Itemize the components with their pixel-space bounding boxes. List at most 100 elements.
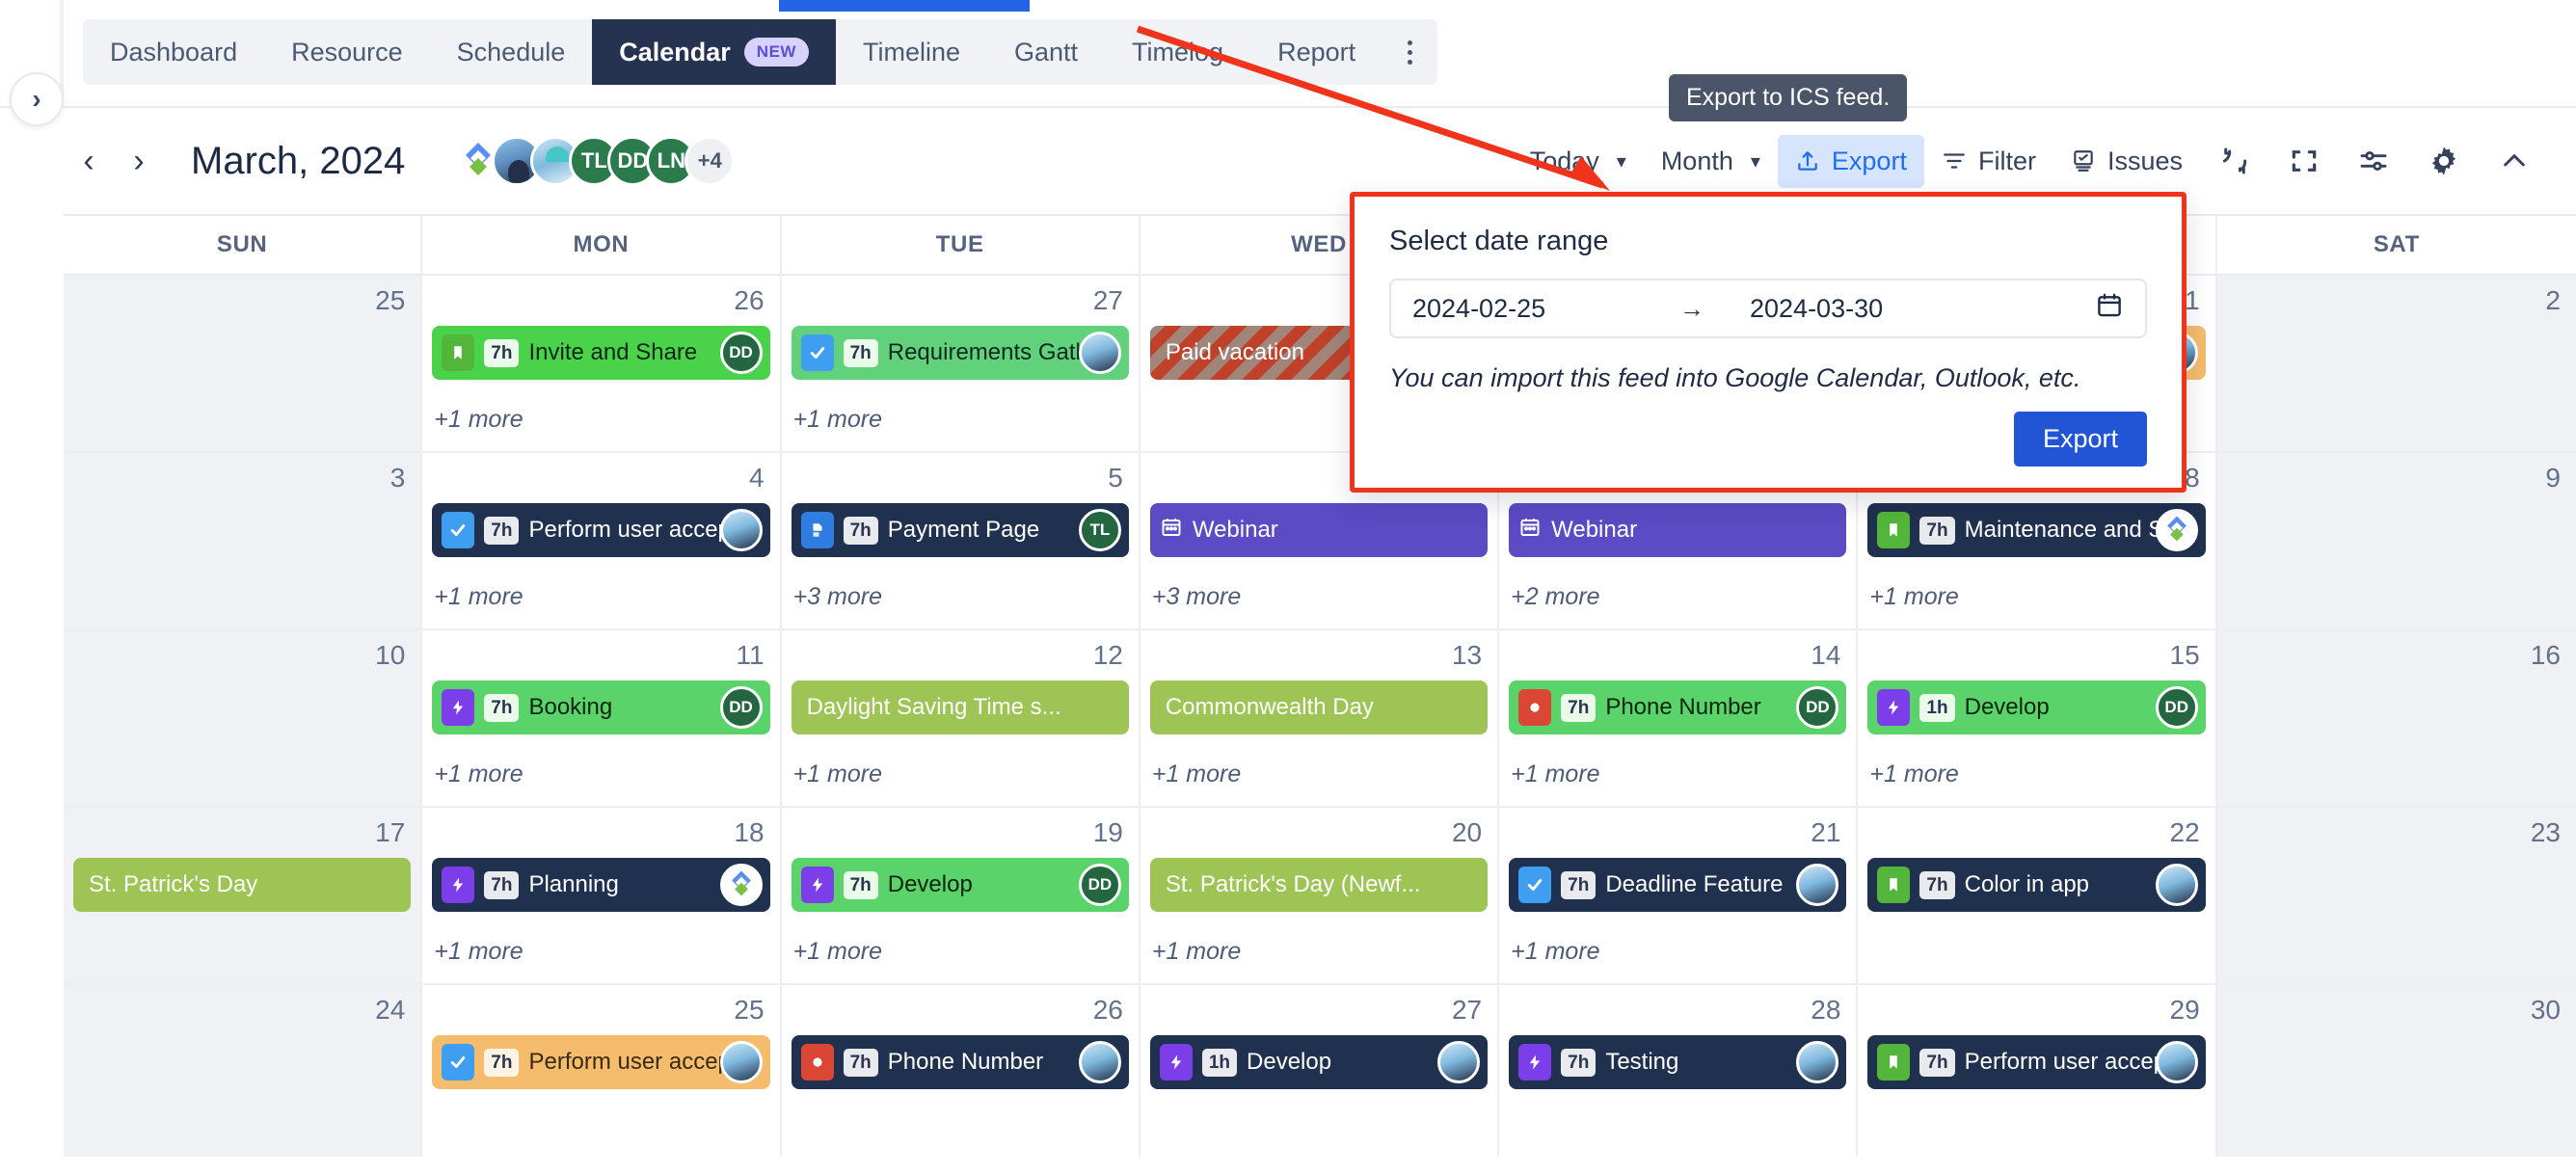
calendar-event[interactable]: 7h Invite and Share DD [432, 326, 770, 380]
day-cell-18[interactable]: 18 7h Planning +1 more [422, 808, 782, 983]
event-assignee-avatar[interactable] [2155, 1041, 2198, 1083]
next-month-button[interactable]: › [133, 142, 145, 179]
day-cell-13[interactable]: 13 Commonwealth Day +1 more [1140, 630, 1500, 806]
calendar-event[interactable]: Webinar [1149, 503, 1489, 557]
more-events-link[interactable]: +2 more [1511, 583, 1600, 610]
day-cell-22[interactable]: 22 7h Color in app [1858, 808, 2217, 983]
event-assignee-avatar[interactable]: DD [719, 332, 763, 374]
settings-sliders-icon[interactable] [2339, 134, 2408, 188]
avatar-overflow-count[interactable]: +4 [684, 136, 736, 186]
date-range-input[interactable]: 2024-02-25 → 2024-03-30 [1389, 279, 2147, 338]
avatar[interactable]: TL [569, 136, 620, 186]
calendar-event[interactable]: St. Patrick's Day [73, 858, 412, 912]
day-cell-24[interactable]: 24 [64, 985, 423, 1157]
more-events-link[interactable]: +1 more [1511, 938, 1600, 965]
more-events-link[interactable]: +3 more [792, 583, 882, 610]
event-assignee-avatar[interactable] [1078, 1041, 1121, 1083]
more-events-link[interactable]: +1 more [434, 583, 523, 610]
calendar-event[interactable]: 7h Phone Number [791, 1035, 1129, 1089]
day-cell-11[interactable]: 11 7h Booking DD +1 more [422, 630, 782, 806]
gear-icon[interactable] [2408, 133, 2480, 189]
day-cell-28[interactable]: 28 7h Testing [1499, 985, 1859, 1157]
avatar[interactable]: LN [646, 136, 697, 186]
tab-timelog[interactable]: Timelog [1105, 19, 1250, 85]
calendar-event[interactable]: 7h Perform user accep... [432, 503, 770, 557]
tab-report[interactable]: Report [1250, 19, 1382, 85]
calendar-event[interactable]: Webinar [1509, 503, 1847, 557]
filter-button[interactable]: Filter [1924, 135, 2053, 188]
day-cell-25[interactable]: 25 7h Perform user accep... [422, 985, 782, 1157]
sidebar-expand-icon[interactable]: › [10, 72, 64, 126]
tab-resource[interactable]: Resource [264, 19, 430, 85]
day-cell-19[interactable]: 19 7h Develop DD +1 more [782, 808, 1140, 983]
export-button[interactable]: Export [1777, 134, 1924, 188]
date-from-value[interactable]: 2024-02-25 [1412, 293, 1546, 323]
day-cell-27[interactable]: 27 1h Develop [1140, 985, 1500, 1157]
day-cell-26[interactable]: 26 7h Phone Number [782, 985, 1140, 1157]
event-assignee-avatar[interactable]: TL [1078, 509, 1121, 551]
calendar-event[interactable]: 7h Deadline Feature [1509, 858, 1847, 912]
day-cell-25[interactable]: 25 [64, 276, 423, 451]
event-assignee-avatar[interactable]: DD [1796, 686, 1839, 729]
member-avatar-group[interactable]: TL DD LN +4 [453, 136, 736, 186]
event-assignee-avatar[interactable] [719, 1041, 763, 1083]
day-cell-20[interactable]: 20 St. Patrick's Day (Newf... +1 more [1140, 808, 1500, 983]
event-assignee-avatar[interactable] [719, 509, 763, 551]
tab-gantt[interactable]: Gantt [987, 19, 1105, 85]
event-assignee-avatar[interactable]: DD [2155, 686, 2198, 729]
event-assignee-avatar[interactable] [1078, 332, 1121, 374]
day-cell-3[interactable]: 3 [64, 453, 423, 628]
calendar-event[interactable]: 7h Planning [432, 858, 770, 912]
event-assignee-avatar[interactable] [1796, 864, 1839, 906]
more-events-link[interactable]: +1 more [434, 938, 523, 965]
more-events-link[interactable]: +1 more [792, 760, 882, 787]
day-cell-29[interactable]: 29 7h Perform user accep... [1858, 985, 2217, 1157]
calendar-event[interactable]: 7h Booking DD [432, 680, 770, 734]
tab-calendar[interactable]: Calendar NEW [592, 19, 836, 85]
day-cell-14[interactable]: 14 7h Phone Number DD +1 more [1499, 630, 1859, 806]
day-cell-10[interactable]: 10 [64, 630, 423, 806]
tab-dashboard[interactable]: Dashboard [83, 19, 264, 85]
calendar-event[interactable]: 1h Develop DD [1867, 680, 2206, 734]
more-events-link[interactable]: +1 more [1511, 760, 1600, 787]
date-to-value[interactable]: 2024-03-30 [1750, 293, 1884, 323]
day-cell-2[interactable]: 2 [2216, 276, 2576, 451]
fullscreen-icon[interactable] [2269, 134, 2339, 188]
calendar-event[interactable]: 7h Maintenance and S... [1867, 503, 2206, 557]
calendar-event[interactable]: 7h Develop DD [791, 858, 1129, 912]
calendar-event[interactable]: 7h Phone Number DD [1509, 680, 1847, 734]
day-cell-9[interactable]: 9 [2216, 453, 2576, 628]
calendar-event[interactable]: 7h Testing [1509, 1035, 1847, 1089]
day-cell-27[interactable]: 27 7h Requirements Gath... +1 more [782, 276, 1140, 451]
day-cell-17[interactable]: 17 St. Patrick's Day [64, 808, 423, 983]
day-cell-5[interactable]: 5 7h Payment Page TL +3 more [782, 453, 1140, 628]
today-dropdown[interactable]: Today ▾ [1513, 135, 1644, 188]
refresh-icon[interactable] [2200, 134, 2269, 188]
more-events-link[interactable]: +1 more [434, 760, 523, 787]
tab-schedule[interactable]: Schedule [430, 19, 593, 85]
calendar-event[interactable]: 7h Color in app [1867, 858, 2206, 912]
calendar-event[interactable]: 7h Requirements Gath... [791, 326, 1129, 380]
more-events-link[interactable]: +1 more [1151, 938, 1242, 965]
calendar-event[interactable]: 7h Perform user accep... [1867, 1035, 2206, 1089]
avatar[interactable] [453, 136, 503, 186]
day-cell-16[interactable]: 16 [2216, 630, 2576, 806]
calendar-event[interactable]: 7h Payment Page TL [791, 503, 1129, 557]
event-assignee-avatar[interactable] [2155, 864, 2198, 906]
calendar-event[interactable]: Daylight Saving Time s... [791, 680, 1129, 734]
event-assignee-avatar[interactable]: DD [1078, 864, 1121, 906]
day-cell-23[interactable]: 23 [2216, 808, 2576, 983]
more-events-link[interactable]: +1 more [434, 406, 523, 433]
view-mode-dropdown[interactable]: Month ▾ [1644, 135, 1778, 188]
day-cell-30[interactable]: 30 [2216, 985, 2576, 1157]
day-cell-6[interactable]: 6Webinar+3 more [1140, 453, 1500, 628]
calendar-event[interactable]: 1h Develop [1149, 1035, 1489, 1089]
chevron-up-icon[interactable] [2480, 134, 2549, 188]
tab-timeline[interactable]: Timeline [836, 19, 987, 85]
more-events-link[interactable]: +1 more [1869, 583, 1959, 610]
popup-export-button[interactable]: Export [2013, 412, 2147, 467]
more-events-link[interactable]: +1 more [792, 938, 882, 965]
issues-button[interactable]: Issues [2053, 135, 2200, 188]
calendar-icon[interactable] [2095, 291, 2124, 327]
day-cell-8[interactable]: 8 7h Maintenance and S... +1 more [1858, 453, 2217, 628]
